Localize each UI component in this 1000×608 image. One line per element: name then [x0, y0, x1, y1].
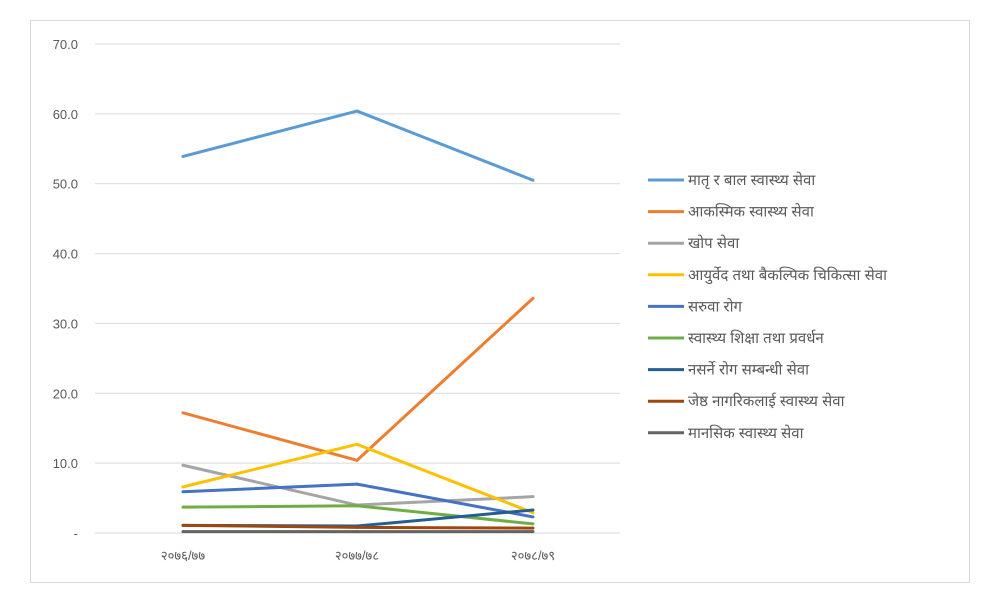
y-tick-label: -: [74, 526, 78, 541]
data-point: [181, 411, 185, 415]
y-tick-label: 50.0: [53, 177, 78, 192]
legend-label: सरुवा रोग: [688, 297, 743, 315]
data-point: [355, 109, 359, 113]
data-point: [355, 482, 359, 486]
x-tick-label: २०७७/७८: [335, 548, 379, 563]
data-point: [355, 530, 359, 534]
data-point: [181, 490, 185, 494]
data-point: [531, 511, 535, 515]
legend-label: खोप सेवा: [688, 234, 740, 252]
data-point: [181, 530, 185, 534]
data-point: [355, 525, 359, 529]
legend-label: मानसिक स्वास्थ्य सेवा: [688, 424, 805, 442]
data-point: [531, 508, 535, 512]
data-point: [181, 463, 185, 467]
data-point: [531, 526, 535, 530]
legend-label: मातृ र बाल स्वास्थ्य सेवा: [688, 171, 816, 190]
data-point: [531, 522, 535, 526]
data-point: [181, 523, 185, 527]
series-line: [182, 297, 535, 462]
chart-area: [30, 20, 970, 583]
legend-label: जेष्ठ नागरिकलाई स्वास्थ्य सेवा: [688, 392, 846, 410]
data-point: [181, 154, 185, 158]
y-tick-label: 70.0: [53, 37, 78, 52]
data-point: [181, 505, 185, 509]
x-tick-label: २०७८/७९: [511, 548, 555, 563]
y-tick-label: 30.0: [53, 316, 78, 331]
y-tick-label: 20.0: [53, 386, 78, 401]
legend-label: स्वास्थ्य शिक्षा तथा प्रवर्धन: [688, 329, 824, 347]
data-point: [531, 530, 535, 534]
data-point: [531, 495, 535, 499]
data-point: [355, 442, 359, 446]
data-point: [355, 504, 359, 508]
y-tick-label: 40.0: [53, 247, 78, 262]
legend-label: आकस्मिक स्वास्थ्य सेवा: [688, 203, 815, 221]
series-line: [182, 109, 534, 182]
legend-label: आयुर्वेद तथा बैकल्पिक चिकित्सा सेवा: [688, 266, 888, 285]
legend-label: नसर्ने रोग सम्बन्धी सेवा: [688, 361, 810, 379]
data-point: [531, 178, 535, 182]
data-point: [531, 296, 535, 300]
data-point: [531, 515, 535, 519]
y-tick-label: 10.0: [53, 456, 78, 471]
data-point: [355, 458, 359, 462]
x-tick-label: २०७६/७७: [161, 548, 205, 563]
y-tick-label: 60.0: [53, 107, 78, 122]
data-point: [181, 485, 185, 489]
